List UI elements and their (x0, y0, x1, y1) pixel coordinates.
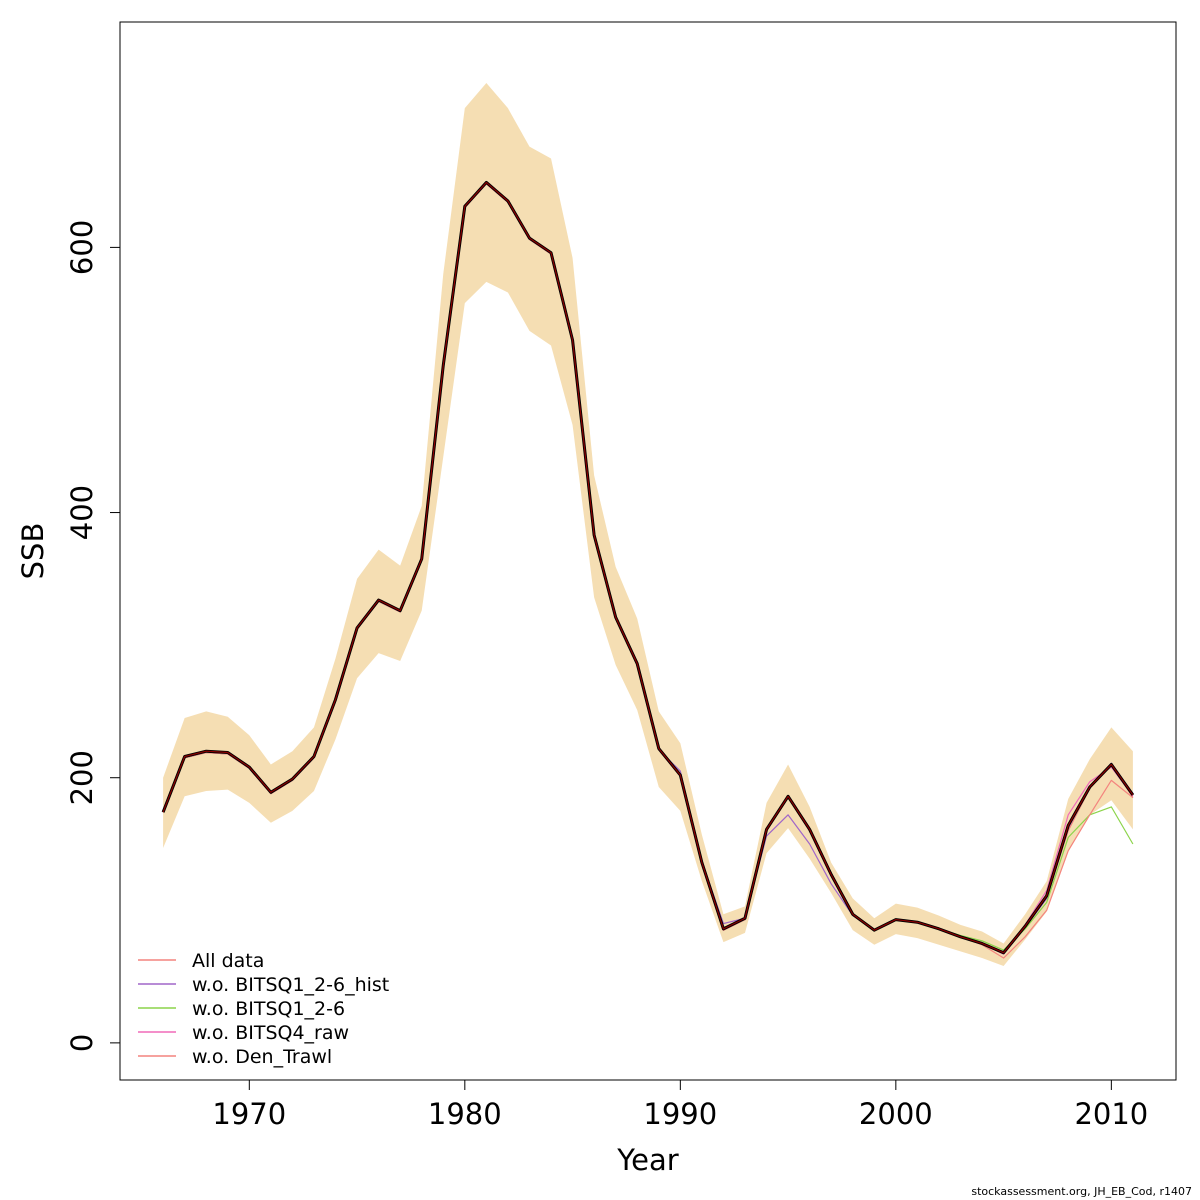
series-line-5 (162, 183, 1134, 959)
series-line-3 (162, 183, 1134, 951)
series-line-4 (162, 183, 1134, 955)
series-line-2 (162, 183, 1134, 955)
x-axis-label: Year (616, 1143, 678, 1177)
legend-label: All data (192, 950, 264, 972)
x-tick-label: 1970 (212, 1097, 286, 1131)
y-axis: 0 200 400 600 (65, 220, 121, 1052)
series-line-1 (162, 183, 1134, 955)
plot-frame (119, 21, 1177, 1081)
central-estimate-line (161, 180, 1135, 955)
y-tick-label: 400 (65, 485, 99, 540)
x-tick-label: 2010 (1074, 1097, 1148, 1131)
footer-credit: stockassessment.org, JH_EB_Cod, r1407 (971, 1185, 1192, 1198)
series-layer (161, 180, 1135, 959)
confidence-band-layer (163, 82, 1133, 966)
confidence-band (163, 82, 1133, 966)
y-tick-label: 200 (65, 750, 99, 805)
central-estimate-overlay-line (162, 181, 1134, 954)
x-tick-label: 1980 (428, 1097, 502, 1131)
legend-label: w.o. Den_Trawl (192, 1046, 332, 1068)
x-axis: 1970 1980 1990 2000 2010 (212, 1079, 1148, 1131)
x-tick-label: 1990 (643, 1097, 717, 1131)
legend-label: w.o. BITSQ1_2-6_hist (192, 974, 389, 996)
y-tick-label: 600 (65, 220, 99, 275)
x-tick-label: 2000 (859, 1097, 933, 1131)
y-axis-label: SSB (16, 523, 50, 580)
legend-label: w.o. BITSQ1_2-6 (192, 998, 345, 1020)
y-tick-label: 0 (65, 1034, 99, 1052)
legend-label: w.o. BITSQ4_raw (192, 1022, 349, 1044)
